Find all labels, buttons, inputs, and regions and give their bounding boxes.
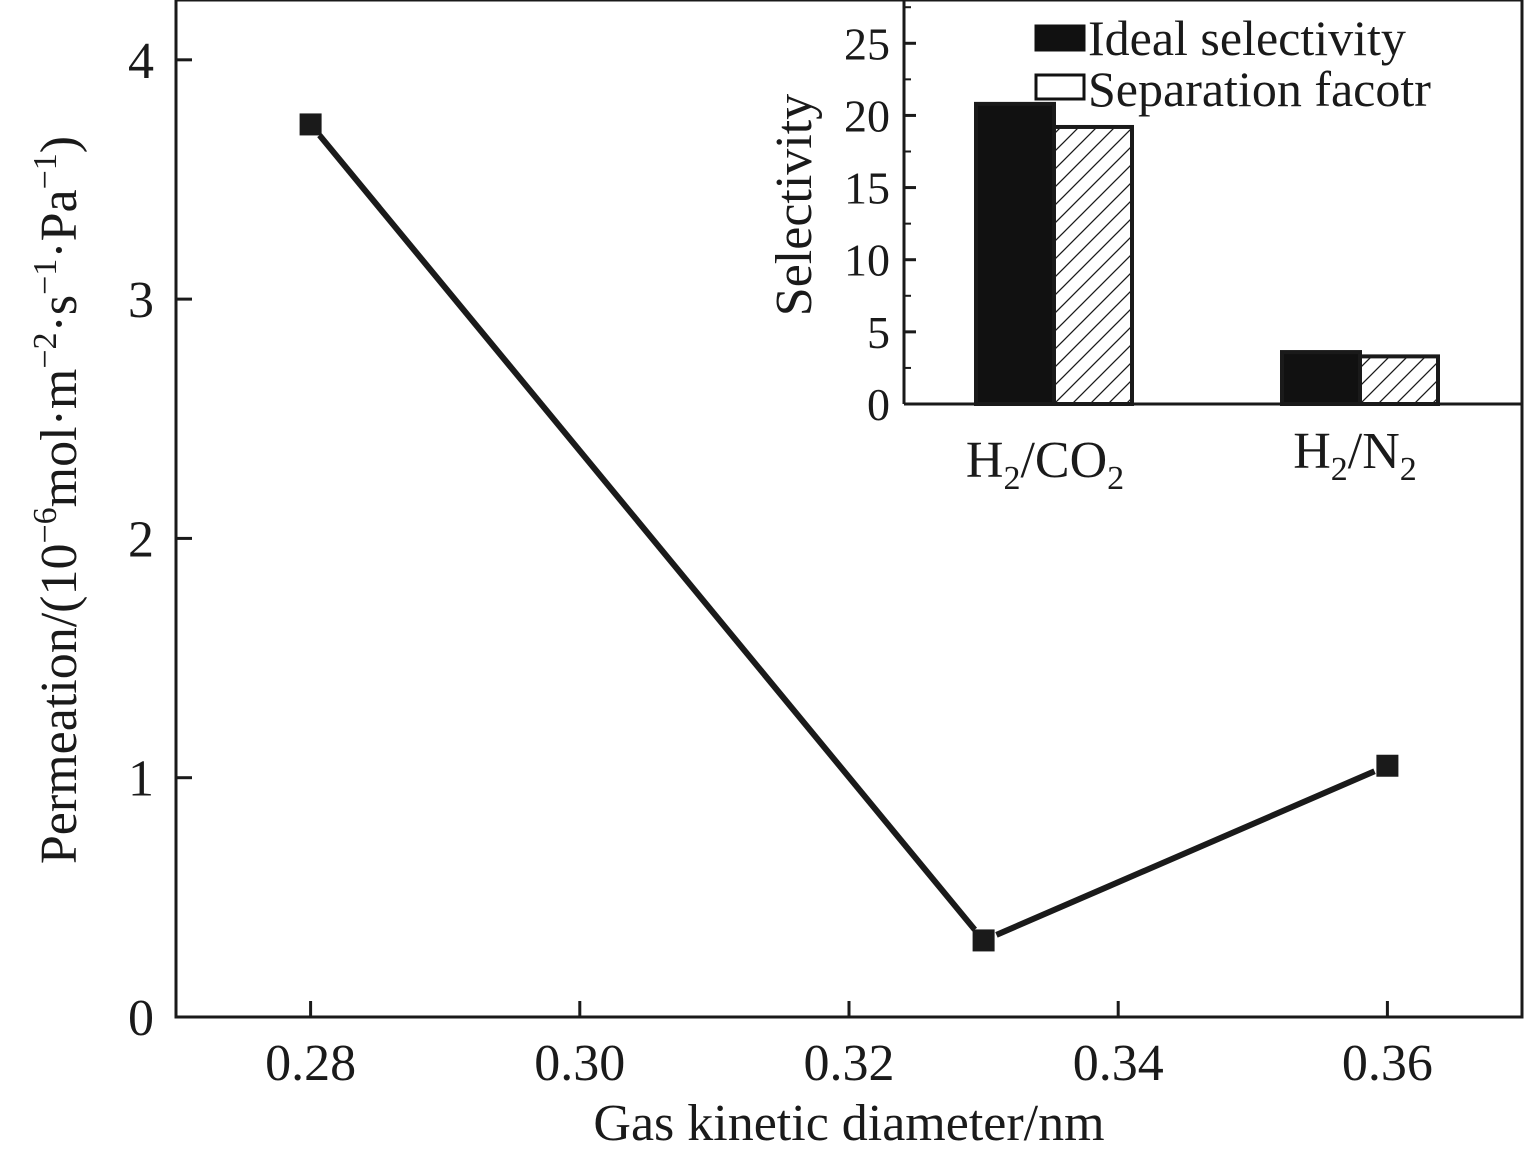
data-point-marker — [1376, 754, 1399, 777]
y-axis-title-unit1: mol·m — [31, 369, 88, 508]
inset-y-tick-label: 20 — [844, 90, 890, 141]
inset-y-tick-label: 15 — [844, 163, 890, 214]
inset-cat2-mid: /N — [1348, 423, 1400, 480]
inset-category-label-h2-n2: H2/N2 — [1293, 423, 1417, 488]
y-tick-label: 4 — [128, 33, 154, 90]
legend-label-ideal-selectivity: Ideal selectivity — [1088, 10, 1406, 66]
inset-y-tick-label: 5 — [867, 307, 890, 358]
y-axis-title-exp3: −1 — [27, 259, 64, 295]
inset-y-tick-label: 0 — [867, 379, 890, 430]
y-tick-label: 1 — [128, 751, 154, 808]
inset-bar-separation-factor — [1358, 354, 1440, 406]
legend-swatch-ideal-selectivity — [1034, 24, 1086, 52]
x-tick-label: 0.32 — [804, 1035, 895, 1092]
inset-category-label-h2-co2: H2/CO2 — [966, 432, 1124, 497]
y-axis-title-exp1: −6 — [27, 507, 64, 543]
data-point-marker — [972, 929, 995, 952]
main-plot-frame — [174, 0, 1524, 1019]
y-axis-title-suffix: ) — [31, 136, 88, 153]
y-axis-title-prefix: Permeation/(10 — [31, 544, 88, 865]
data-point-marker — [299, 113, 322, 136]
inset-cat1-sub2: 2 — [1107, 460, 1124, 497]
inset-bar-ideal-selectivity — [974, 101, 1056, 406]
inset-cat1-main: H — [966, 432, 1004, 489]
inset-bar-ideal-selectivity — [1280, 350, 1362, 406]
y-axis-title-unit3: ·Pa — [31, 189, 88, 258]
inset-cat1-mid: /CO — [1020, 432, 1107, 489]
legend-swatch-separation-facotr — [1034, 73, 1086, 101]
y-tick-label: 0 — [128, 990, 154, 1047]
x-tick-label: 0.34 — [1073, 1035, 1164, 1092]
inset-y-tick-label: 25 — [844, 18, 890, 69]
y-axis-title: Permeation/(10−6mol·m−2·s−1·Pa−1) — [27, 136, 88, 864]
inset-bar-separation-factor — [1052, 124, 1134, 406]
series-line-segment — [317, 133, 978, 932]
inset-cat2-main: H — [1293, 423, 1331, 480]
y-tick-label: 3 — [128, 272, 154, 329]
inset-cat2-sub2: 2 — [1400, 451, 1417, 488]
series-line-segment — [995, 768, 1376, 938]
legend-label-separation-facotr: Separation facotr — [1088, 61, 1431, 117]
inset-y-axis-title: Selectivity — [766, 94, 823, 316]
inset-cat1-sub1: 2 — [1003, 460, 1020, 497]
inset-legend: Ideal selectivity Separation facotr — [1034, 10, 1431, 117]
inset-cat2-sub1: 2 — [1331, 451, 1348, 488]
x-tick-label: 0.36 — [1342, 1035, 1433, 1092]
y-axis-title-unit2: ·s — [31, 295, 88, 333]
x-tick-label: 0.28 — [265, 1035, 356, 1092]
x-axis-title: Gas kinetic diameter/nm — [593, 1095, 1104, 1152]
y-axis-title-exp2: −2 — [27, 332, 64, 368]
y-axis-title-exp4: −1 — [27, 153, 64, 189]
inset-y-tick-label: 10 — [844, 235, 890, 286]
x-tick-label: 0.30 — [534, 1035, 625, 1092]
y-tick-label: 2 — [128, 511, 154, 568]
